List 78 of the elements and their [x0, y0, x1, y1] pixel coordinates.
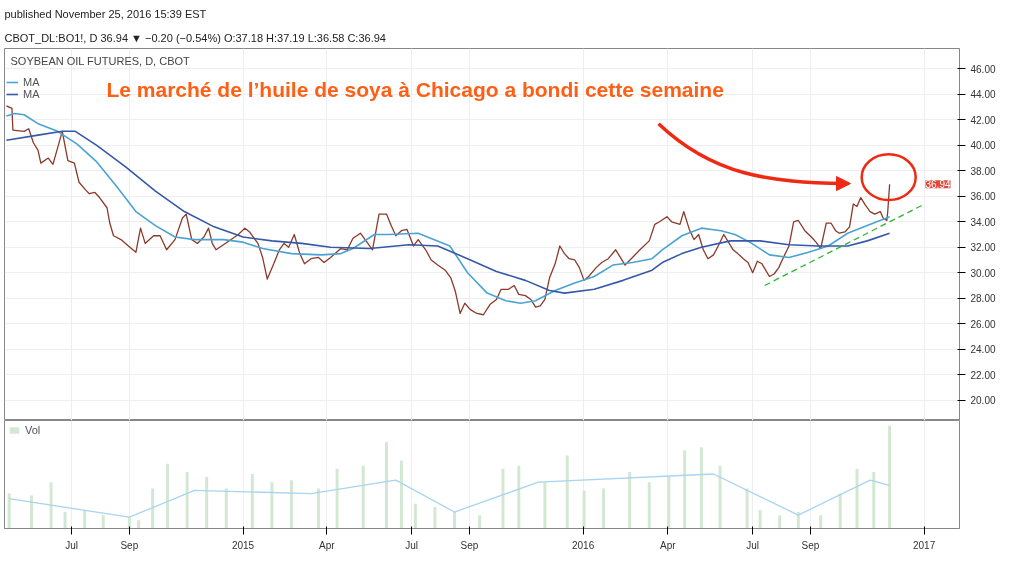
bar	[745, 488, 749, 529]
bar	[501, 468, 505, 529]
bar	[7, 493, 11, 529]
x-tick-label: Jul	[405, 539, 419, 551]
bar	[628, 471, 632, 529]
y-tick-label: 46.00	[970, 63, 996, 75]
bar	[718, 465, 722, 529]
bar	[205, 477, 209, 529]
x-tick-label: Sep	[801, 539, 820, 551]
x-tick-label: 2016	[571, 539, 595, 551]
x-tick-label: Jul	[746, 539, 760, 551]
legend-label: MA	[23, 76, 41, 88]
y-tick-label: 32.00	[970, 242, 996, 254]
y-tick-label: 42.00	[970, 114, 996, 126]
y-tick-label: 34.00	[970, 216, 996, 228]
text: Le marché de l’huile de soya à Chicago a bondi cette semaine	[106, 77, 724, 101]
legend-label: Vol	[25, 424, 42, 436]
text: published November 25, 2016 15:39 EST	[4, 7, 207, 20]
y-tick-label: 28.00	[970, 293, 996, 305]
x-tick-label: Sep	[120, 539, 139, 551]
bar	[270, 482, 274, 529]
x-tick-label: Jul	[65, 539, 78, 551]
text: CBOT_DL:BO1!, D 36.94 ▼ −0.20 (−0.54%) O:37.18 H:37.19 L:36.58 C:36.94	[4, 31, 386, 44]
text: SOYBEAN OIL FUTURES, D, CBOT	[10, 54, 191, 67]
y-tick-label: 44.00	[970, 89, 996, 101]
legend-label: MA	[23, 88, 41, 100]
y-tick-label: 30.00	[970, 267, 996, 279]
bar	[517, 465, 521, 529]
bar	[819, 515, 823, 529]
bar	[185, 471, 189, 529]
bar	[101, 515, 105, 529]
x-tick-label: Sep	[460, 539, 479, 551]
y-tick-label: 26.00	[970, 318, 996, 330]
bar	[838, 493, 842, 529]
bar	[478, 515, 482, 529]
bar	[453, 512, 457, 529]
bar	[63, 512, 67, 529]
bar	[602, 488, 606, 529]
x-tick-label: Apr	[319, 539, 336, 551]
bar	[83, 509, 87, 529]
bar	[855, 468, 859, 529]
y-tick-label: 38.00	[970, 165, 996, 177]
y-tick-label: 20.00	[970, 395, 996, 407]
bar	[361, 465, 365, 529]
bar	[543, 482, 547, 529]
bar	[49, 482, 53, 529]
bar	[137, 520, 141, 529]
x-tick-label: Apr	[660, 539, 677, 551]
y-tick-label: 40.00	[970, 140, 996, 152]
bar	[758, 509, 762, 529]
y-tick-label: 36.00	[970, 191, 996, 203]
bar	[30, 495, 34, 529]
bar	[166, 463, 170, 529]
bar	[385, 442, 388, 529]
bar	[667, 477, 671, 529]
line-series	[5, 130, 891, 294]
bar	[796, 512, 800, 529]
bar	[683, 450, 687, 529]
bar	[778, 515, 782, 529]
bar	[399, 460, 403, 529]
bar	[151, 488, 155, 529]
annotation: 36.94	[925, 179, 951, 191]
bar	[872, 471, 876, 529]
bar	[565, 455, 569, 529]
bar	[647, 482, 651, 529]
y-tick-label: 24.00	[970, 344, 996, 356]
bar	[433, 506, 437, 529]
bar	[250, 473, 254, 529]
y-tick-label: 22.00	[970, 369, 996, 381]
bar	[224, 488, 228, 529]
bar	[888, 425, 892, 529]
bar	[316, 488, 320, 529]
bar	[289, 480, 293, 529]
bar	[699, 447, 703, 529]
x-tick-label: 2015	[231, 539, 255, 551]
bar	[582, 490, 586, 529]
bar	[335, 468, 339, 529]
x-tick-label: 2017	[912, 539, 936, 551]
